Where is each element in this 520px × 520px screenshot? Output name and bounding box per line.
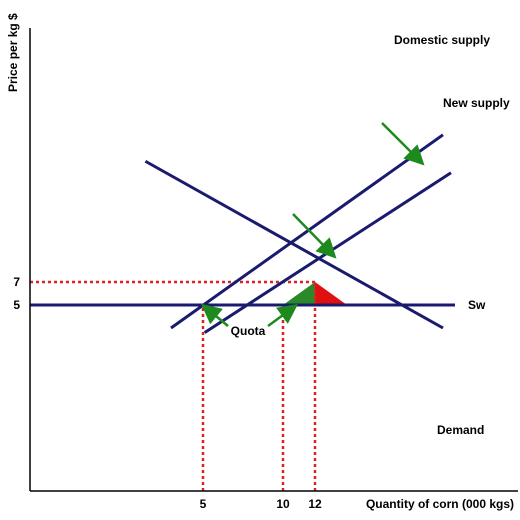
curve-labels: Domestic supply New supply Demand Sw	[394, 33, 510, 437]
tick-labels: 5 10 12 5 7	[13, 275, 322, 511]
shaded-regions	[283, 282, 347, 305]
y-tick-5: 5	[13, 298, 20, 312]
domestic-supply-label: Domestic supply	[394, 33, 490, 47]
quota-arrow-0	[201, 303, 229, 327]
quota-label: Quota	[231, 324, 266, 338]
new-supply-line	[203, 171, 452, 334]
x-tick-5: 5	[200, 497, 207, 511]
quota-arrow-1	[267, 304, 299, 328]
green-triangle	[283, 282, 315, 305]
domestic-supply-line	[170, 133, 444, 330]
curves	[30, 133, 455, 334]
new-supply-label: New supply	[443, 96, 510, 110]
shift-arrow-1	[381, 122, 425, 166]
demand-label: Demand	[437, 423, 484, 437]
shift-arrows	[201, 122, 425, 328]
reference-lines	[30, 280, 317, 491]
red-triangle	[315, 282, 347, 305]
shift-arrow-0	[292, 213, 337, 259]
x-axis-label: Quantity of corn (000 kgs)	[366, 497, 514, 511]
x-tick-10: 10	[276, 497, 290, 511]
axes	[29, 28, 518, 492]
sw-label: Sw	[468, 298, 486, 312]
demand-line	[144, 159, 444, 330]
y-tick-7: 7	[13, 275, 20, 289]
x-tick-12: 12	[308, 497, 322, 511]
y-axis-label: Price per kg $	[6, 13, 20, 92]
